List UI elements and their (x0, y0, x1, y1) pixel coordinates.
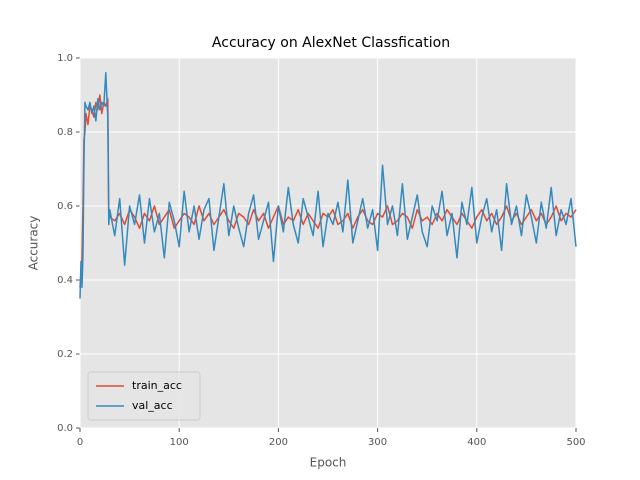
x-tick-label: 100 (170, 437, 189, 448)
x-axis-label: Epoch (310, 456, 347, 470)
y-tick-label: 0.8 (57, 127, 73, 138)
y-tick-label: 0.4 (57, 275, 73, 286)
x-tick-label: 200 (269, 437, 288, 448)
y-tick-label: 1.0 (57, 53, 73, 64)
y-tick-label: 0.0 (57, 423, 73, 434)
x-tick-label: 500 (566, 437, 585, 448)
x-tick-label: 0 (77, 437, 83, 448)
series-line (79, 72, 577, 299)
legend-label: val_acc (132, 399, 173, 412)
legend-box (87, 371, 201, 421)
chart-title: Accuracy on AlexNet Classfication (212, 35, 450, 51)
y-tick-label: 0.6 (57, 201, 73, 212)
y-axis-label: Accuracy (27, 216, 41, 271)
legend-label: train_acc (132, 379, 182, 392)
y-tick-label: 0.2 (57, 349, 73, 360)
x-tick-label: 300 (368, 437, 387, 448)
x-tick-label: 400 (467, 437, 486, 448)
